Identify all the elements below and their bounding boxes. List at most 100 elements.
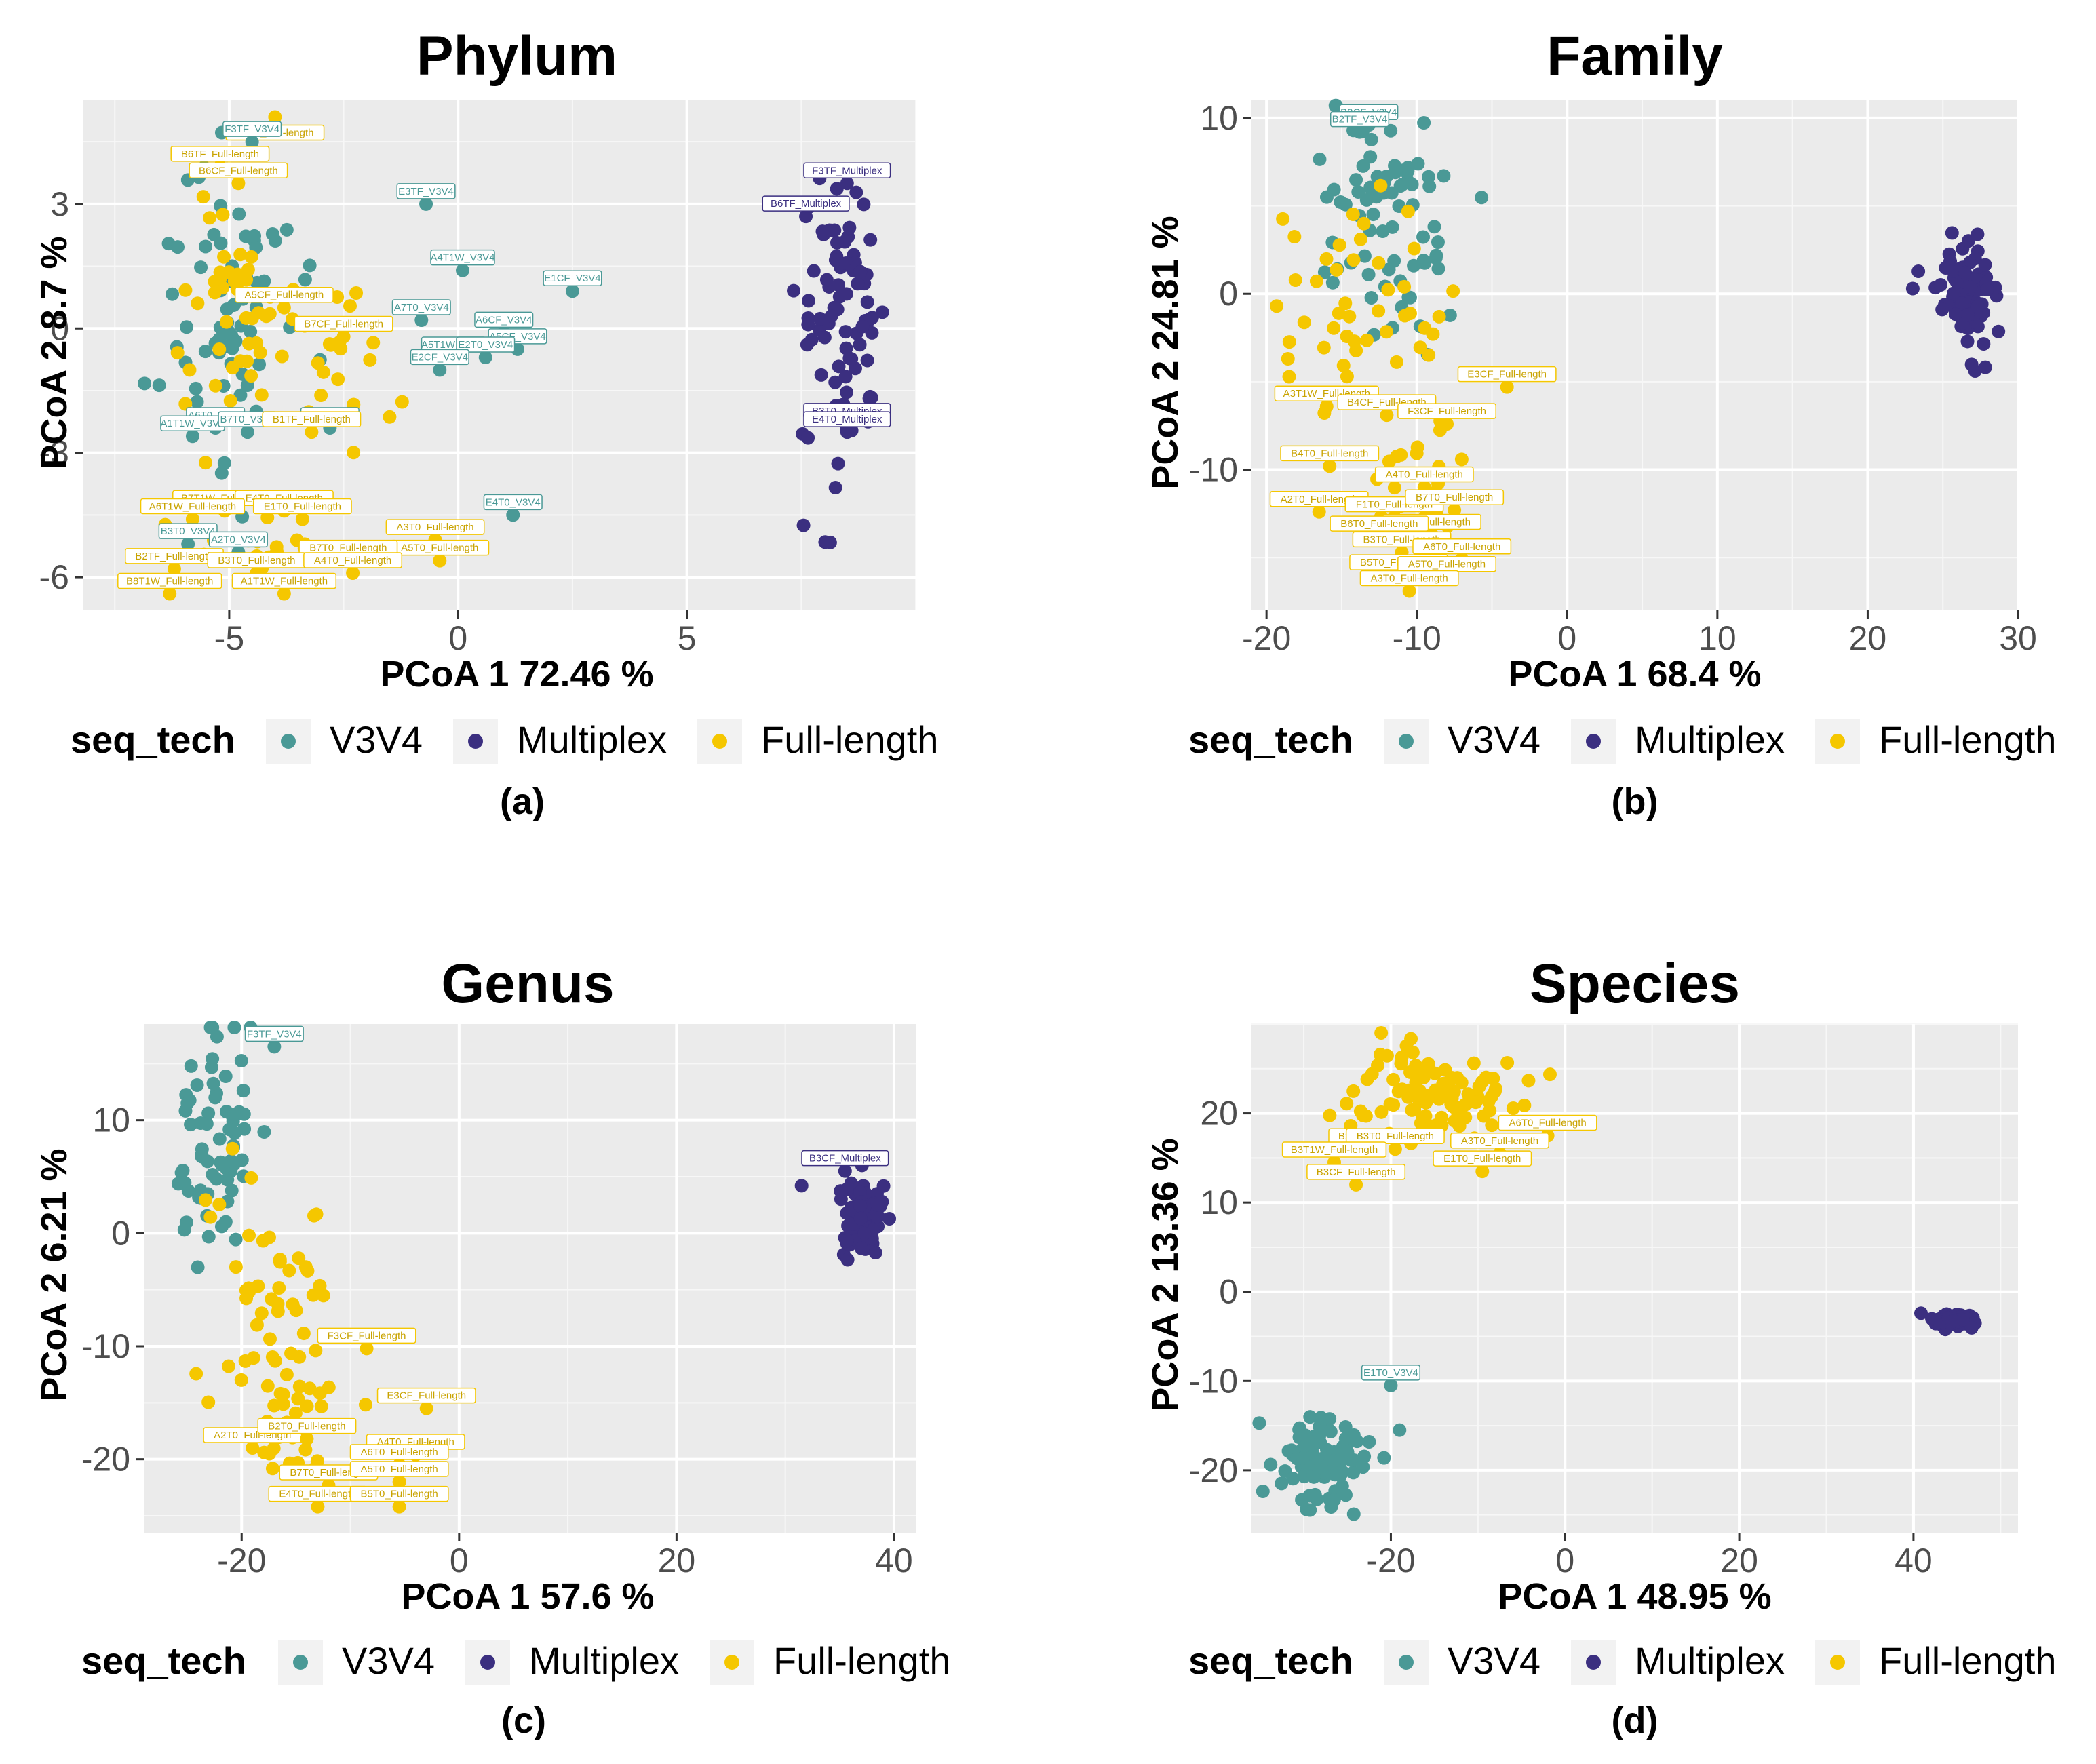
panel-b: Family -20-100102030-10010B2CF_V3V4B2TF_…	[1145, 25, 2056, 822]
y-axis-label: PCoA 2 24.81 %	[1145, 216, 1186, 489]
point-label: F3TF_V3V4	[222, 121, 282, 137]
data-point-full-length	[1477, 1109, 1491, 1123]
data-point-full-length	[279, 1367, 294, 1381]
point-label-text: A5CF_Full-length	[245, 290, 324, 301]
panel-caption: (a)	[500, 781, 545, 822]
data-point-v3v4	[1416, 230, 1431, 244]
point-label: B7T0_Full-length	[1405, 489, 1505, 505]
point-label-text: F3TF_Multiplex	[812, 165, 882, 176]
data-point-multiplex	[1964, 1320, 1979, 1335]
data-point-multiplex	[870, 1209, 884, 1223]
data-point-v3v4	[217, 456, 231, 470]
data-point-full-length	[244, 250, 258, 264]
data-point-full-length	[1374, 1105, 1389, 1119]
data-point-v3v4	[1349, 173, 1363, 187]
data-point-full-length	[1404, 1032, 1418, 1046]
data-point-v3v4	[206, 1052, 220, 1066]
data-point-full-length	[313, 1278, 327, 1293]
data-point-full-length	[291, 1392, 305, 1406]
data-point-full-length	[1403, 1065, 1418, 1079]
y-tick-label: -10	[1189, 451, 1238, 489]
data-point-v3v4	[232, 1105, 246, 1119]
data-point-v3v4	[1431, 262, 1445, 276]
data-point-full-length	[1500, 380, 1514, 394]
data-point-multiplex	[860, 353, 874, 368]
point-label-text: A6CF_V3V4	[476, 314, 532, 326]
legend-title: seq_tech	[1188, 718, 1353, 761]
panel-title: Phylum	[416, 25, 617, 87]
point-label: A5CF_Full-length	[234, 286, 334, 303]
data-point-multiplex	[830, 182, 844, 196]
point-label-box	[391, 299, 451, 315]
data-point-full-length	[250, 1318, 264, 1332]
data-point-full-length	[208, 378, 222, 393]
data-point-multiplex	[801, 317, 815, 332]
data-point-multiplex	[863, 233, 878, 247]
point-label-text: E2CF_V3V4	[412, 351, 468, 363]
data-point-full-length	[1421, 1089, 1435, 1103]
data-point-v3v4	[178, 1103, 193, 1118]
data-point-full-length	[268, 110, 282, 124]
data-point-v3v4	[225, 1183, 239, 1198]
data-point-full-length	[292, 1251, 306, 1266]
point-label: E1T0_Full-length	[1433, 1150, 1532, 1167]
x-axis-label: PCoA 1 57.6 %	[401, 1576, 654, 1617]
point-label: B3CF_Full-length	[1306, 1164, 1406, 1180]
data-point-v3v4	[265, 227, 279, 241]
y-tick-label: -6	[39, 558, 69, 596]
data-point-full-length	[256, 1234, 270, 1248]
legend-label-v3v4: V3V4	[1448, 718, 1540, 761]
data-point-multiplex	[824, 309, 838, 324]
point-label: B3T1W_Full-length	[1281, 1141, 1387, 1158]
point-label-box	[483, 494, 543, 511]
y-tick-label: 0	[1219, 1273, 1238, 1311]
point-label: A6T0_Full-length	[349, 1444, 449, 1460]
data-point-full-length	[1332, 238, 1346, 252]
data-point-full-length	[300, 1432, 314, 1446]
data-point-multiplex	[1911, 264, 1926, 278]
data-point-full-length	[282, 1263, 296, 1278]
point-label-box	[385, 519, 485, 535]
data-point-v3v4	[1338, 1432, 1353, 1446]
data-point-v3v4	[419, 197, 433, 211]
panel-c: Genus -20 0 20 40 -20 -10 0 10 F3TF_V3V4 B3CF_Mul…	[34, 953, 950, 1741]
data-point-full-length	[1360, 333, 1374, 347]
point-label: A5T0_Full-length	[390, 539, 490, 556]
point-label-box	[1280, 445, 1380, 462]
data-point-v3v4	[195, 1150, 209, 1164]
point-label-box	[158, 523, 218, 539]
data-point-v3v4	[1306, 1470, 1321, 1484]
point-label-box	[474, 311, 534, 328]
legend-label-multiplex: Multiplex	[529, 1639, 679, 1682]
data-point-full-length	[244, 369, 258, 383]
y-tick-label: -10	[81, 1327, 130, 1365]
data-point-multiplex	[842, 220, 857, 235]
data-point-full-length	[346, 566, 360, 580]
data-point-full-length	[241, 262, 255, 277]
data-point-full-length	[1426, 327, 1440, 341]
point-label-box	[208, 531, 268, 548]
data-point-multiplex	[853, 1199, 868, 1213]
data-point-full-length	[300, 1399, 314, 1413]
data-point-multiplex	[1964, 357, 1979, 372]
x-tick-label: -20	[1242, 619, 1291, 657]
data-point-multiplex	[819, 273, 834, 287]
data-point-full-length	[265, 1462, 279, 1476]
data-point-multiplex	[1964, 280, 1978, 294]
data-point-v3v4	[1298, 1428, 1312, 1443]
x-tick-label: 30	[1999, 619, 2037, 657]
y-tick-label: 0	[1219, 275, 1238, 313]
data-point-multiplex	[1977, 337, 1991, 351]
y-axis-label: PCoA 2 6.21 %	[34, 1148, 75, 1401]
point-label: E1CF_V3V4	[543, 270, 602, 286]
point-label-box	[1498, 1114, 1597, 1131]
data-point-multiplex	[801, 431, 815, 445]
point-label: B7CF_Full-length	[294, 315, 393, 332]
point-label: E2CF_V3V4	[410, 349, 469, 366]
data-point-full-length	[363, 353, 377, 367]
data-point-v3v4	[1431, 235, 1445, 249]
legend-key-multiplex	[1586, 734, 1601, 749]
data-point-v3v4	[1308, 1487, 1322, 1502]
data-point-full-length	[1401, 204, 1415, 218]
